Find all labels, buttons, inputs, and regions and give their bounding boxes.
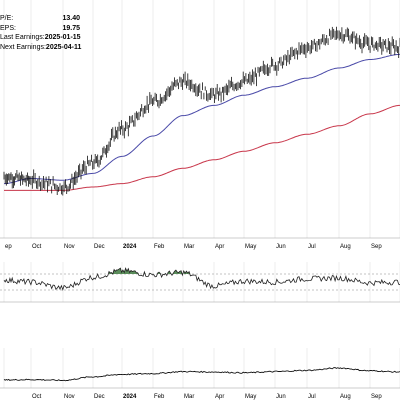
x-tick-label: Apr <box>215 394 224 400</box>
x-tick-label: Oct <box>32 244 42 250</box>
x-tick-label: Nov <box>64 244 75 250</box>
stat-label-last-earnings: Last Earnings: <box>0 34 45 41</box>
x-tick-label: Dec <box>94 394 105 400</box>
x-tick-label: Dec <box>94 244 105 250</box>
x-tick-label: Sep <box>371 244 382 250</box>
stat-value-pe: 13.40 <box>62 15 80 22</box>
x-tick-label: Mar <box>184 244 194 250</box>
x-tick-label: Apr <box>215 244 224 250</box>
stat-row-eps: EPS: 19.75 <box>0 24 80 34</box>
stat-value-eps: 19.75 <box>62 24 80 32</box>
x-tick-label: 2024 <box>123 244 137 250</box>
stat-label-next-earnings: Next Earnings: <box>0 43 46 51</box>
series-lower-panel <box>3 367 400 382</box>
x-tick-label: May <box>245 394 256 400</box>
stat-row-last-earnings: Last Earnings: 2025-01-15 <box>0 33 81 43</box>
x-tick-label: Oct <box>32 394 42 400</box>
stat-row-pe: P/E: 13.40 <box>0 14 80 24</box>
x-tick-label: Sep <box>371 394 382 400</box>
x-tick-label: Aug <box>340 244 351 250</box>
stat-row-next-earnings: Next Earnings: 2025-04-11 <box>0 43 82 53</box>
series-rsi <box>3 267 400 291</box>
stats-box: P/E: 13.40 EPS: 19.75 Last Earnings: 202… <box>0 14 82 53</box>
x-tick-label: Mar <box>184 394 194 400</box>
x-tick-label: Feb <box>154 394 165 400</box>
stat-value-last-earnings: 2025-01-15 <box>44 34 81 41</box>
stat-value-next-earnings: 2025-04-11 <box>45 43 82 51</box>
stat-label-eps: EPS: <box>0 24 16 32</box>
series-price <box>3 26 400 196</box>
x-tick-label: Jun <box>276 244 286 250</box>
x-tick-label: ep <box>5 244 12 250</box>
x-tick-label: Nov <box>64 394 75 400</box>
x-tick-label: Jul <box>308 244 316 250</box>
x-tick-label: Jun <box>276 394 286 400</box>
x-tick-label: 2024 <box>123 394 137 400</box>
series-sma-long <box>4 104 400 191</box>
x-tick-label: May <box>245 244 256 250</box>
x-tick-label: Feb <box>154 244 165 250</box>
x-tick-label: Aug <box>340 394 351 400</box>
stat-label-pe: P/E: <box>0 15 14 22</box>
series-sma-short <box>4 53 400 185</box>
x-tick-label: Jul <box>308 394 316 400</box>
